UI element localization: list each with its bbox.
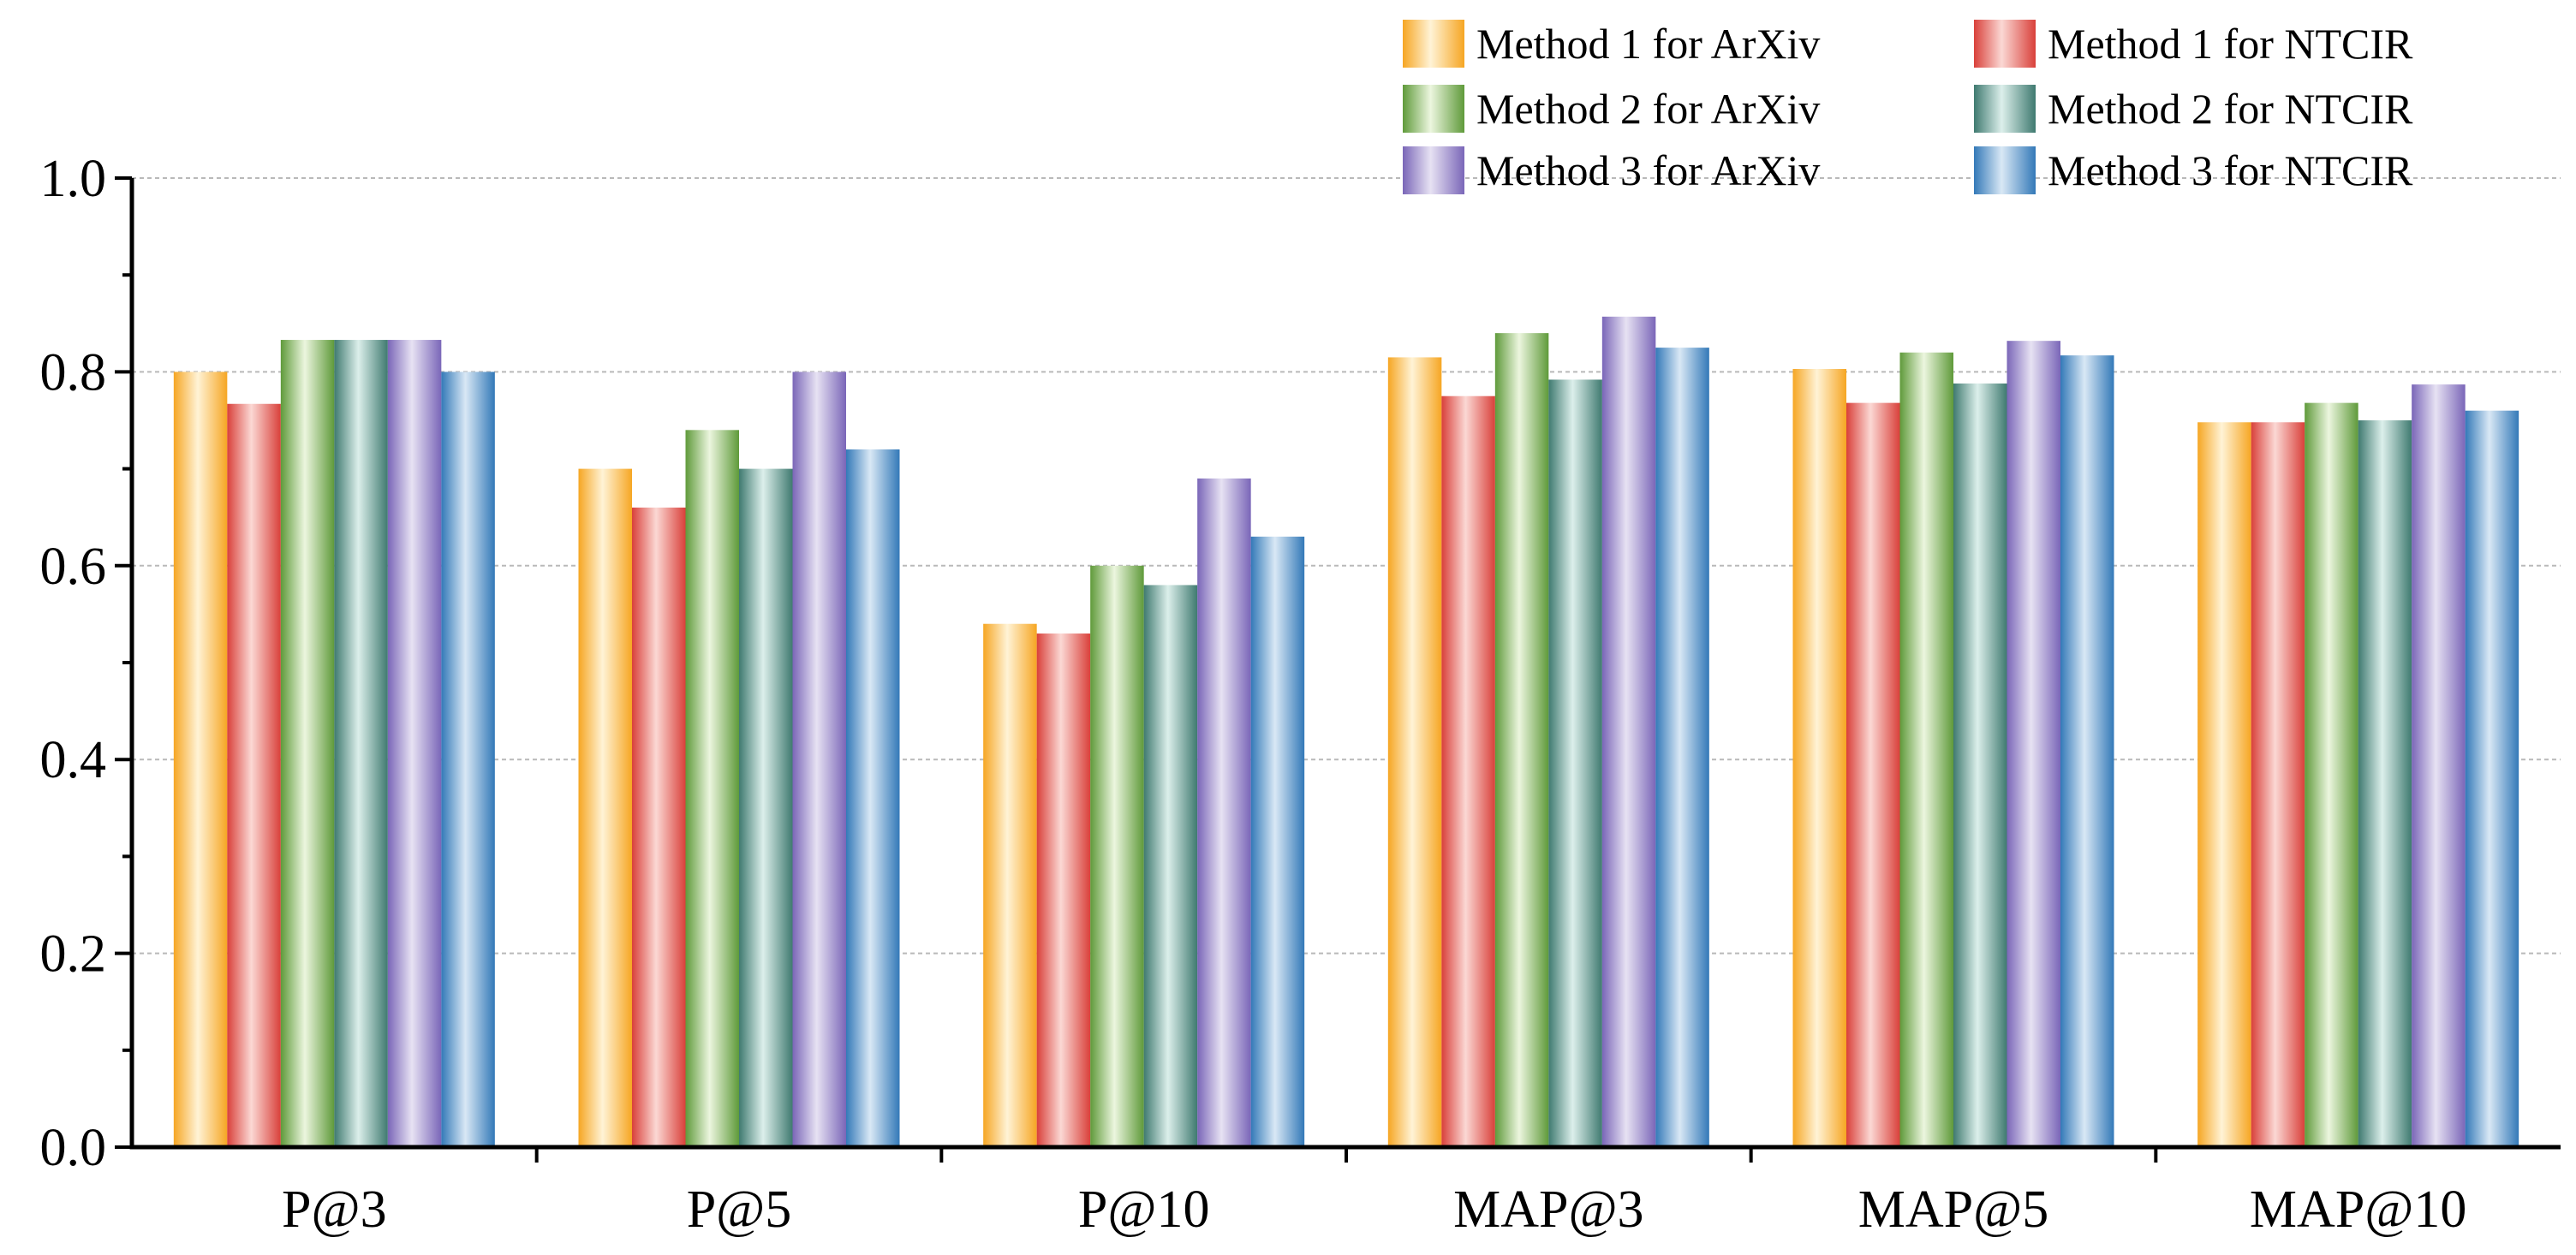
legend-label: Method 3 for NTCIR	[2048, 146, 2413, 194]
legend-swatch	[1403, 146, 1464, 194]
bar-p-at-5-series-4	[739, 468, 793, 1147]
bar-map-at-10-series-2	[2251, 422, 2305, 1147]
bar-map-at-3-series-5	[1601, 316, 1656, 1148]
bar-p-at-3-series-2	[227, 403, 281, 1148]
legend-swatch	[1974, 85, 2036, 133]
bar-map-at-10-series-3	[2305, 402, 2358, 1147]
bar-map-at-3-series-3	[1494, 333, 1549, 1147]
bar-map-at-5-series-4	[1953, 383, 2007, 1147]
bar-map-at-5-series-6	[2060, 355, 2114, 1147]
bar-map-at-3-series-2	[1441, 396, 1495, 1147]
bar-map-at-3-series-1	[1387, 357, 1442, 1147]
bar-map-at-3-series-6	[1655, 348, 1709, 1148]
bar-p-at-5-series-6	[846, 449, 900, 1147]
legend-swatch	[1974, 146, 2036, 194]
legend-swatch	[1403, 20, 1464, 68]
bar-map-at-10-series-6	[2465, 410, 2519, 1147]
y-tick-label: 0.6	[40, 538, 107, 596]
y-ticks: 0.0 0.2 0.4 0.6 0.8 1.0	[40, 150, 132, 1177]
bars	[173, 316, 2519, 1148]
bar-map-at-5-series-1	[1792, 369, 1846, 1147]
x-tick-label: MAP@3	[1453, 1181, 1643, 1239]
bar-p-at-3-series-5	[387, 340, 442, 1147]
legend: Method 1 for ArXiv Method 1 for NTCIR Meth…	[1403, 20, 2413, 194]
x-tick-label: MAP@5	[1858, 1181, 2048, 1239]
bar-p-at-10-series-2	[1036, 633, 1091, 1147]
bar-map-at-3-series-4	[1548, 379, 1602, 1147]
x-tick-label: MAP@10	[2250, 1181, 2466, 1239]
bar-p-at-3-series-4	[334, 340, 388, 1147]
x-tick-label: P@3	[282, 1181, 387, 1239]
legend-label: Method 1 for ArXiv	[1476, 20, 1820, 68]
y-tick-label: 0.4	[40, 731, 107, 789]
bar-p-at-5-series-3	[685, 430, 739, 1147]
legend-swatch	[1403, 85, 1464, 133]
bar-p-at-3-series-3	[280, 340, 335, 1147]
bar-p-at-10-series-5	[1197, 478, 1251, 1147]
x-ticks: P@3 P@5 P@10 MAP@3 MAP@5 MAP@10	[282, 1147, 2466, 1239]
bar-map-at-5-series-5	[2007, 341, 2060, 1147]
bar-map-at-10-series-1	[2197, 422, 2251, 1147]
y-tick-label: 0.0	[40, 1119, 107, 1177]
legend-label: Method 3 for ArXiv	[1476, 146, 1820, 194]
bar-p-at-10-series-4	[1143, 585, 1198, 1147]
legend-swatch	[1974, 20, 2036, 68]
legend-label: Method 1 for NTCIR	[2048, 20, 2413, 68]
bar-p-at-5-series-5	[792, 372, 846, 1147]
bar-p-at-3-series-1	[173, 372, 228, 1147]
y-tick-label: 1.0	[40, 150, 107, 208]
bar-p-at-3-series-6	[441, 372, 495, 1147]
x-tick-label: P@5	[687, 1181, 792, 1239]
legend-label: Method 2 for NTCIR	[2048, 85, 2413, 133]
bar-p-at-5-series-1	[578, 468, 632, 1147]
legend-label: Method 2 for ArXiv	[1476, 85, 1820, 133]
bar-map-at-5-series-3	[1899, 352, 1953, 1147]
bar-p-at-10-series-6	[1250, 536, 1305, 1147]
bar-p-at-5-series-2	[632, 507, 686, 1147]
bar-map-at-10-series-5	[2412, 384, 2466, 1148]
bar-p-at-10-series-1	[983, 623, 1037, 1147]
gridlines	[132, 177, 2561, 955]
x-tick-label: P@10	[1078, 1181, 1210, 1239]
bar-p-at-10-series-3	[1090, 565, 1144, 1147]
y-tick-label: 0.2	[40, 925, 107, 984]
bar-map-at-10-series-4	[2358, 420, 2412, 1147]
bar-map-at-5-series-2	[1846, 402, 1900, 1147]
y-tick-label: 0.8	[40, 343, 107, 401]
